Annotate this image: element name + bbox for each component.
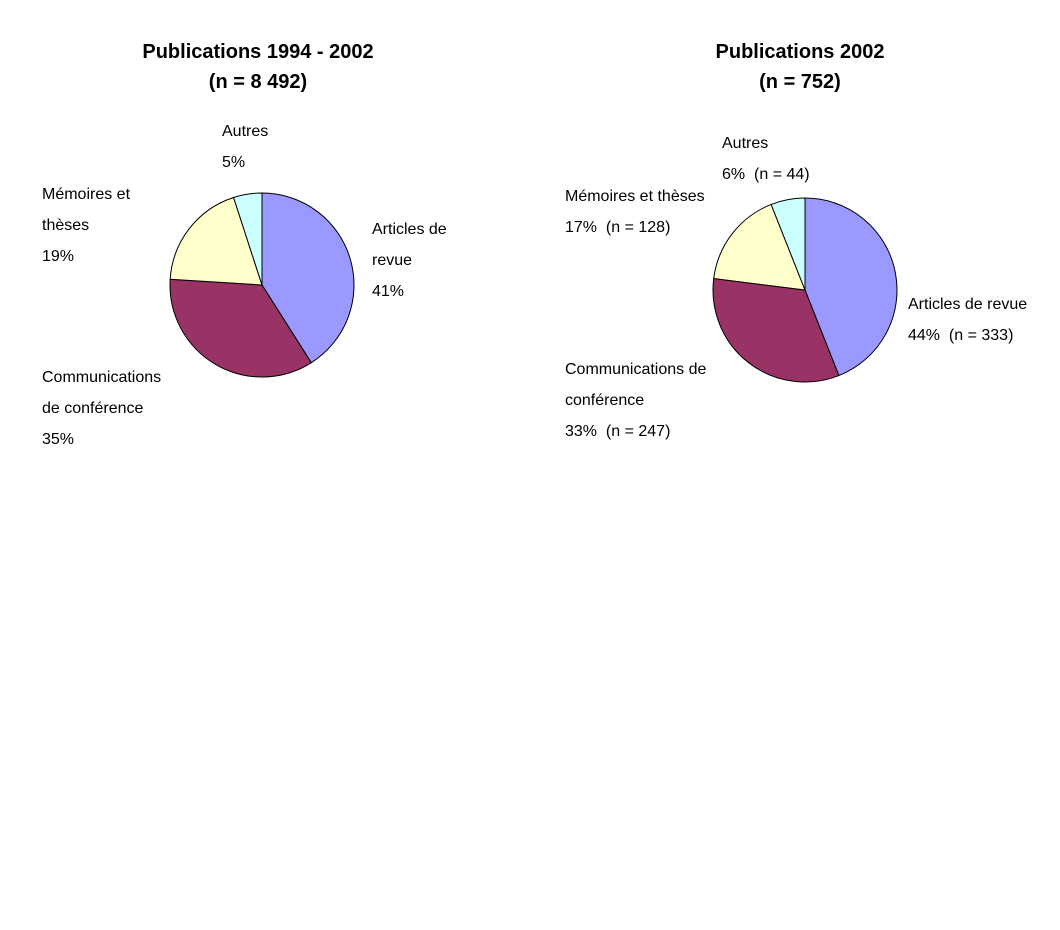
slice-value: 33% <box>565 423 598 440</box>
slice-label: Communications de conférence 33% (n = 247… <box>565 354 715 447</box>
slice-value-line: 44% (n = 333) <box>908 320 1060 351</box>
slice-value-line: 41% <box>372 276 472 307</box>
slice-category: Autres <box>222 123 269 140</box>
pie-slice <box>770 197 806 291</box>
slice-value: 19% <box>42 248 75 265</box>
charts <box>169 192 898 383</box>
slice-value-line: 5% <box>222 147 322 178</box>
slice-value: 6% <box>722 166 746 183</box>
slice-label: Autres 6% (n = 44) <box>722 128 862 190</box>
slice-value-line: 17% (n = 128) <box>565 212 725 243</box>
slice-label: Autres 5% <box>222 116 322 178</box>
chart-panel <box>0 465 515 930</box>
slice-category: Mémoires et thèses <box>42 186 131 234</box>
slice-label: Articles de revue 41% <box>372 214 472 307</box>
slice-count: (n = 44) <box>754 166 810 183</box>
slice-value-line: 33% (n = 247) <box>565 416 715 447</box>
slice-category: Articles de revue <box>372 221 447 269</box>
chart-title: Publications 2002 <box>715 41 885 63</box>
slice-value-line: 19% <box>42 241 142 272</box>
slice-value: 35% <box>42 431 75 448</box>
chart-subtitle: (n = 8 492) <box>208 71 308 93</box>
slice-value: 5% <box>222 154 246 171</box>
chart-subtitle: (n = 752) <box>759 71 841 93</box>
slice-category: Mémoires et thèses <box>565 188 705 205</box>
chart-title: Publications 1994 - 2002 <box>142 41 374 63</box>
pie-slice <box>232 192 263 286</box>
pie-slice <box>169 278 312 378</box>
pie-slice <box>713 203 806 291</box>
slice-value-line: 6% (n = 44) <box>722 159 862 190</box>
slice-value: 17% <box>565 219 598 236</box>
slice-category: Articles de revue <box>908 296 1028 313</box>
slice-count: (n = 333) <box>948 327 1014 344</box>
slice-label: Mémoires et thèses 17% (n = 128) <box>565 181 725 243</box>
slice-value: 44% <box>908 327 941 344</box>
slice-count: (n = 247) <box>605 423 671 440</box>
pie-slice <box>804 197 898 377</box>
slice-label: Mémoires et thèses 19% <box>42 179 142 272</box>
slice-count: (n = 128) <box>605 219 671 236</box>
pie-slice <box>169 196 263 286</box>
page: (() => { const data = JSON.parse(documen… <box>42 41 1060 455</box>
slice-category: Communications de conférence <box>42 369 162 417</box>
pie-slice <box>712 277 840 383</box>
slice-category: Communications de conférence <box>565 361 707 409</box>
slice-value: 41% <box>372 283 405 300</box>
slice-label: Communications de conférence 35% <box>42 362 182 455</box>
slice-value-line: 35% <box>42 424 182 455</box>
slice-category: Autres <box>722 135 769 152</box>
pie-slice <box>261 192 355 364</box>
slice-label: Articles de revue 44% (n = 333) <box>908 289 1060 351</box>
